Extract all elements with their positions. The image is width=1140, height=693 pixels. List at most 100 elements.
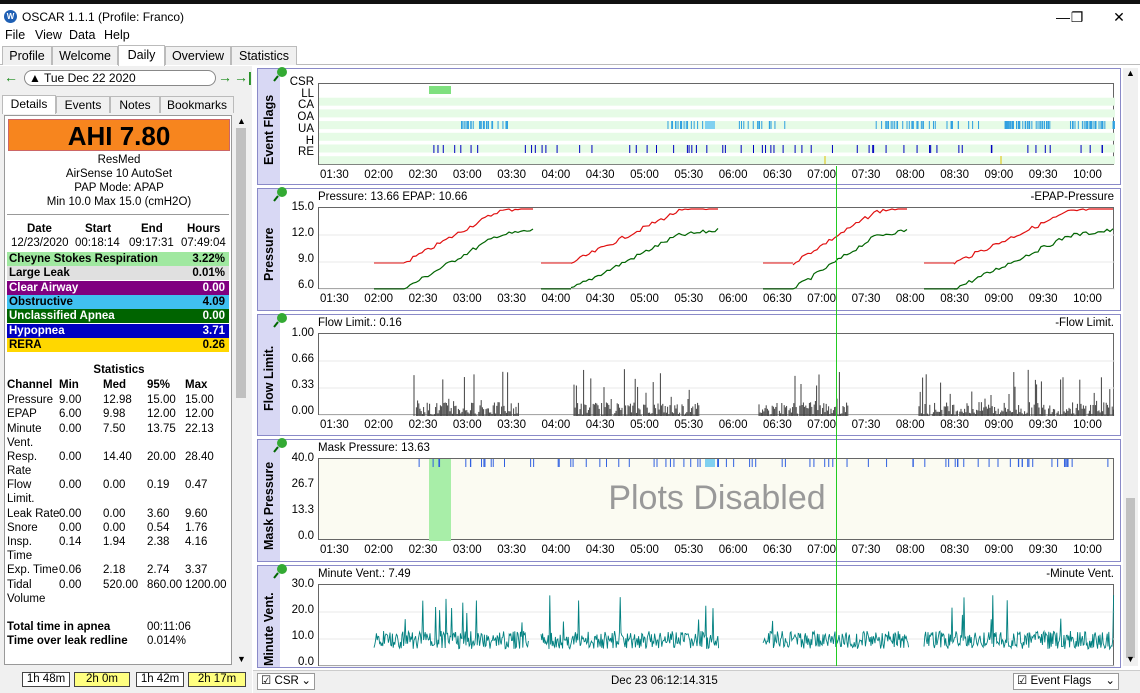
x-tick-label: 07:00 <box>807 169 837 181</box>
left-combo-value: CSR <box>274 675 299 687</box>
session-pill-1[interactable]: 1h 48m <box>22 672 70 687</box>
graph-combo-left[interactable]: ☑ CSR ⌄ <box>257 673 315 690</box>
x-tick-label: 05:00 <box>630 169 659 181</box>
event-row[interactable]: RERA 0.26 <box>7 337 229 352</box>
flow-limit-yticks: 1.00 0.66 0.33 0.00 <box>280 327 316 417</box>
apnea-row: Total time in apnea 00:11:06 <box>5 620 231 634</box>
last-day-icon[interactable]: →| <box>234 69 252 85</box>
graph-ylabel-panel: Minute Vent. <box>258 566 280 667</box>
stats-cell: 13.75 <box>147 422 176 435</box>
pressure-yticks: 15.0 12.0 9.0 6.0 <box>280 201 316 291</box>
event-row[interactable]: Large Leak 0.01% <box>7 266 229 281</box>
graph-minute-vent[interactable]: Minute Vent. Minute Vent.: 7.49 -Minute … <box>257 563 1121 668</box>
mask-pressure-plot[interactable]: Plots Disabled <box>318 458 1114 541</box>
stats-cell: 12.00 <box>147 408 176 421</box>
flag-row-label: RE <box>298 146 314 159</box>
tab-daily[interactable]: Daily <box>118 45 165 66</box>
graph-event-flags[interactable]: Event Flags CSR LL CA OA UA H RE 01:30 02:00 02:… <box>257 66 1121 185</box>
date-field[interactable]: ▲ Tue Dec 22 2020 <box>24 70 216 86</box>
event-flags-plot[interactable] <box>318 83 1118 165</box>
close-button[interactable]: ✕ <box>1113 9 1125 25</box>
session-header: Date Start End Hours <box>5 222 231 236</box>
scrollbar-thumb[interactable] <box>1126 498 1135 658</box>
event-row[interactable]: Hypopnea 3.71 <box>7 323 229 338</box>
x-tick-label: 02:00 <box>364 419 394 431</box>
stats-cell: Insp. <box>7 536 32 549</box>
graph-mask-pressure[interactable]: Mask Pressure Mask Pressure: 13.63 40.0 2… <box>257 437 1121 562</box>
pin-icon[interactable] <box>272 563 288 579</box>
subtab-details[interactable]: Details <box>2 95 56 114</box>
scroll-up-icon[interactable]: ▲ <box>237 116 246 126</box>
x-tick-label: 04:30 <box>585 293 615 305</box>
subtab-events[interactable]: Events <box>56 96 110 113</box>
minute-vent-plot[interactable] <box>318 584 1115 667</box>
menu-help[interactable]: Help <box>104 28 130 42</box>
title-bar: W OSCAR 1.1.1 (Profile: Franco) — ❐ ✕ <box>0 0 1140 28</box>
pressure-ylabel: Pressure <box>262 227 276 281</box>
session-header-start: Start <box>85 223 112 235</box>
session-pill-4[interactable]: 2h 17m <box>188 672 246 687</box>
stats-cell: 860.00 <box>147 578 183 591</box>
menu-bar: File View Data Help <box>0 28 1140 44</box>
stats-cell: 0.00 <box>103 521 126 534</box>
xticks-flow: 01:30 02:00 02:30 03:00 03:30 04:00 04:30 05:00… <box>258 419 1118 433</box>
tab-welcome[interactable]: Welcome <box>52 46 118 65</box>
pressure-plot[interactable] <box>318 207 1115 290</box>
stats-cell: 520.00 <box>103 578 139 591</box>
stats-row: Leak Rate 0.00 0.00 3.60 9.60 <box>5 507 231 521</box>
x-tick-label: 05:00 <box>630 544 659 556</box>
menu-view[interactable]: View <box>35 28 62 42</box>
leak-value: 0.014% <box>147 635 187 647</box>
tab-profile[interactable]: Profile <box>2 46 52 65</box>
event-row[interactable]: Unclassified Apnea 0.00 <box>7 309 229 324</box>
flow-limit-plot[interactable] <box>318 333 1115 416</box>
prev-day-icon[interactable]: ← <box>4 69 18 85</box>
scroll-up-icon[interactable]: ▲ <box>1126 68 1135 78</box>
stats-cell: 0.00 <box>59 507 82 520</box>
graph-scrollbar[interactable]: ▲ ▼ <box>1123 68 1138 666</box>
y-tick-label: 15.0 <box>291 201 314 213</box>
pin-icon[interactable] <box>272 437 288 453</box>
session-values: 12/23/2020 00:18:14 09:17:31 07:49:04 <box>5 236 231 250</box>
session-pill-2[interactable]: 2h 0m <box>74 672 130 687</box>
subtab-notes[interactable]: Notes <box>110 96 160 113</box>
maximize-button[interactable]: ❐ <box>1070 9 1084 25</box>
scrollbar-thumb[interactable] <box>236 128 246 398</box>
details-scrollbar[interactable]: ▲ ▼ <box>234 116 248 666</box>
session-pill-3[interactable]: 1h 42m <box>136 672 184 687</box>
flag-row-label: H <box>305 134 314 147</box>
pin-icon[interactable] <box>272 186 288 202</box>
menu-file[interactable]: File <box>5 28 26 42</box>
event-row[interactable]: Clear Airway 0.00 <box>7 280 229 295</box>
flag-row-label: UA <box>298 122 314 135</box>
stats-row: Insp. 0.14 1.94 2.38 4.16 <box>5 535 231 549</box>
event-row[interactable]: Cheyne Stokes Respiration 3.22% <box>7 252 229 266</box>
graph-pressure[interactable]: Pressure Pressure: 13.66 EPAP: 10.66 -EP… <box>257 186 1121 311</box>
graph-flow-limit[interactable]: Flow Limit. Flow Limit.: 0.16 -Flow Limi… <box>257 312 1121 436</box>
x-tick-label: 04:30 <box>585 419 615 431</box>
menu-data[interactable]: Data <box>69 28 96 42</box>
right-combo-value: Event Flags <box>1030 675 1092 687</box>
y-tick-label: 0.0 <box>298 530 314 542</box>
pin-icon[interactable] <box>272 312 288 328</box>
scroll-down-icon[interactable]: ▼ <box>237 654 246 664</box>
stats-row-cont: Rate <box>5 464 231 478</box>
stats-cell: Rate <box>7 464 32 477</box>
graph-combo-right[interactable]: ☑ Event Flags ⌄ <box>1013 673 1119 690</box>
flag-row-label: CA <box>298 99 314 112</box>
scroll-down-icon[interactable]: ▼ <box>1126 654 1135 664</box>
x-tick-label: 03:30 <box>497 544 526 556</box>
subtab-bookmarks[interactable]: Bookmarks <box>160 96 234 113</box>
minimize-button[interactable]: — <box>1056 9 1070 25</box>
stats-cell: 14.40 <box>103 450 132 463</box>
stats-header-med: Med <box>103 379 126 391</box>
event-row[interactable]: Obstructive 4.09 <box>7 294 229 309</box>
graph-ylabel-panel: Pressure <box>258 189 280 310</box>
pin-icon[interactable] <box>272 66 288 82</box>
tab-statistics[interactable]: Statistics <box>231 46 297 65</box>
stats-cell: Flow <box>7 479 32 492</box>
pressure-svg <box>319 208 1115 290</box>
tab-overview[interactable]: Overview <box>165 46 231 65</box>
next-day-icon[interactable]: → <box>218 69 232 85</box>
session-header-date: Date <box>27 223 52 235</box>
